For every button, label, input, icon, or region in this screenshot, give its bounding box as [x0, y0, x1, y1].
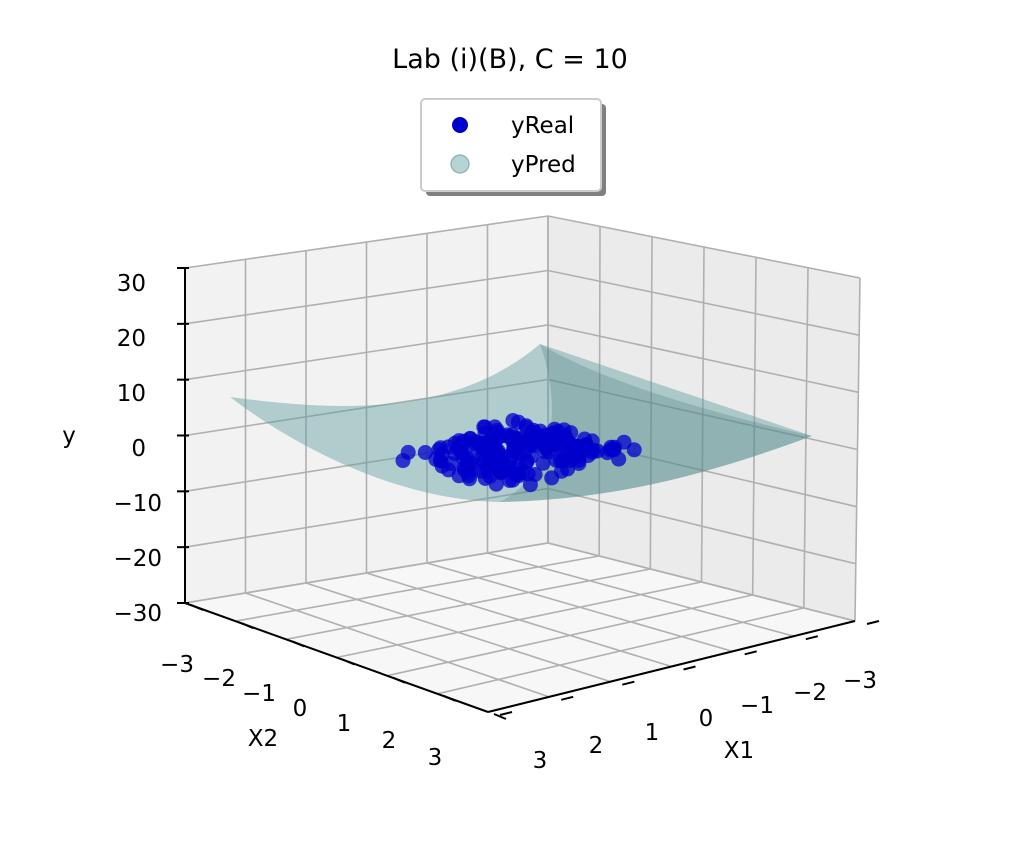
yreal-point	[535, 455, 551, 471]
x1-tick-label: 0	[699, 706, 714, 732]
yreal-point	[488, 476, 504, 492]
x2-tick-labels: −3 −2 −1 0 1 2 3	[160, 652, 442, 771]
x2-axis-line	[184, 602, 489, 713]
z-tick-label: 20	[117, 326, 146, 352]
legend-marker-yreal	[452, 117, 468, 133]
x1-tick-label: −1	[740, 693, 774, 719]
yreal-point	[523, 448, 539, 464]
x2-tick	[342, 658, 355, 666]
grid-line	[184, 487, 857, 565]
x1-tick	[499, 711, 513, 716]
grid-line	[437, 607, 805, 695]
z-tick-label: 10	[117, 381, 146, 407]
x1-tick-labels: −3 −2 −1 0 1 2 3	[533, 668, 877, 774]
grid-line	[184, 269, 860, 336]
x1-tick	[683, 665, 696, 671]
yreal-point	[533, 429, 549, 445]
chart-title: Lab (i)(B), C = 10	[392, 44, 628, 75]
axes	[177, 267, 880, 720]
x2-tick-label: 0	[293, 696, 308, 722]
yreal-point	[626, 442, 642, 458]
x2-axis-label: X2	[248, 726, 278, 752]
yreal-point	[477, 471, 493, 486]
x1-tick-label: −3	[843, 668, 877, 694]
yreal-point	[461, 468, 477, 484]
grid-line	[184, 215, 861, 279]
x1-tick-label: 3	[533, 748, 548, 774]
x2-tick	[241, 622, 254, 630]
grid-line	[184, 542, 856, 622]
yreal-point	[431, 442, 447, 458]
x2-tick-label: −3	[160, 652, 194, 678]
yreal-point	[512, 456, 528, 472]
legend-marker-ypred	[450, 154, 470, 174]
x1-tick	[744, 650, 757, 656]
yreal-point	[400, 444, 416, 460]
legend-label-ypred: yPred	[511, 152, 576, 178]
z-tick-label: 30	[117, 271, 146, 297]
x1-tick	[560, 695, 574, 701]
x1-tick-label: 2	[589, 733, 604, 759]
grid-line	[184, 378, 858, 451]
x2-tick	[493, 713, 507, 720]
yreal-point	[417, 445, 433, 460]
yreal-point	[512, 435, 527, 451]
z-tick-label: −20	[113, 546, 162, 572]
yreal-point	[605, 441, 621, 457]
grid-line	[184, 324, 859, 394]
yreal-point	[569, 438, 585, 454]
yreal-points	[395, 413, 642, 493]
x2-tick	[291, 640, 305, 648]
x1-tick	[622, 680, 635, 686]
yreal-point	[585, 442, 601, 458]
x1-axis-line	[487, 620, 856, 713]
x1-tick-label: −2	[793, 680, 827, 706]
yreal-point	[544, 436, 560, 452]
y-axis-label: y	[62, 423, 76, 449]
x2-tick-label: −2	[202, 666, 236, 692]
x2-tick-label: 3	[428, 745, 443, 771]
yreal-point	[447, 446, 463, 461]
legend-label-yreal: yReal	[511, 113, 574, 139]
x1-tick-label: 1	[645, 720, 660, 746]
z-tick-label: −10	[113, 491, 162, 517]
yreal-point	[522, 477, 538, 493]
x2-tick-label: 2	[382, 728, 397, 754]
pane-right	[548, 216, 860, 621]
yreal-point	[490, 445, 506, 461]
x1-tick	[805, 635, 819, 641]
x2-tick	[392, 676, 406, 684]
yreal-point	[554, 436, 570, 452]
yreal-point	[476, 419, 492, 435]
x2-tick	[443, 694, 456, 702]
yreal-point	[560, 461, 576, 477]
z-tick-labels: 30 20 10 0 −10 −20 −30	[113, 271, 162, 627]
yreal-point	[616, 434, 632, 450]
x1-tick	[866, 620, 880, 625]
yreal-point	[510, 414, 526, 430]
yreal-point	[482, 433, 498, 449]
z-tick-label: −30	[113, 601, 162, 627]
legend: yReal yPred	[420, 98, 606, 196]
x2-tick	[190, 604, 204, 611]
yreal-point	[496, 463, 512, 479]
x2-tick-label: −1	[242, 681, 276, 707]
z-tick-label: 0	[131, 436, 146, 462]
x1-axis-label: X1	[724, 738, 754, 764]
x2-tick-label: 1	[337, 711, 352, 737]
